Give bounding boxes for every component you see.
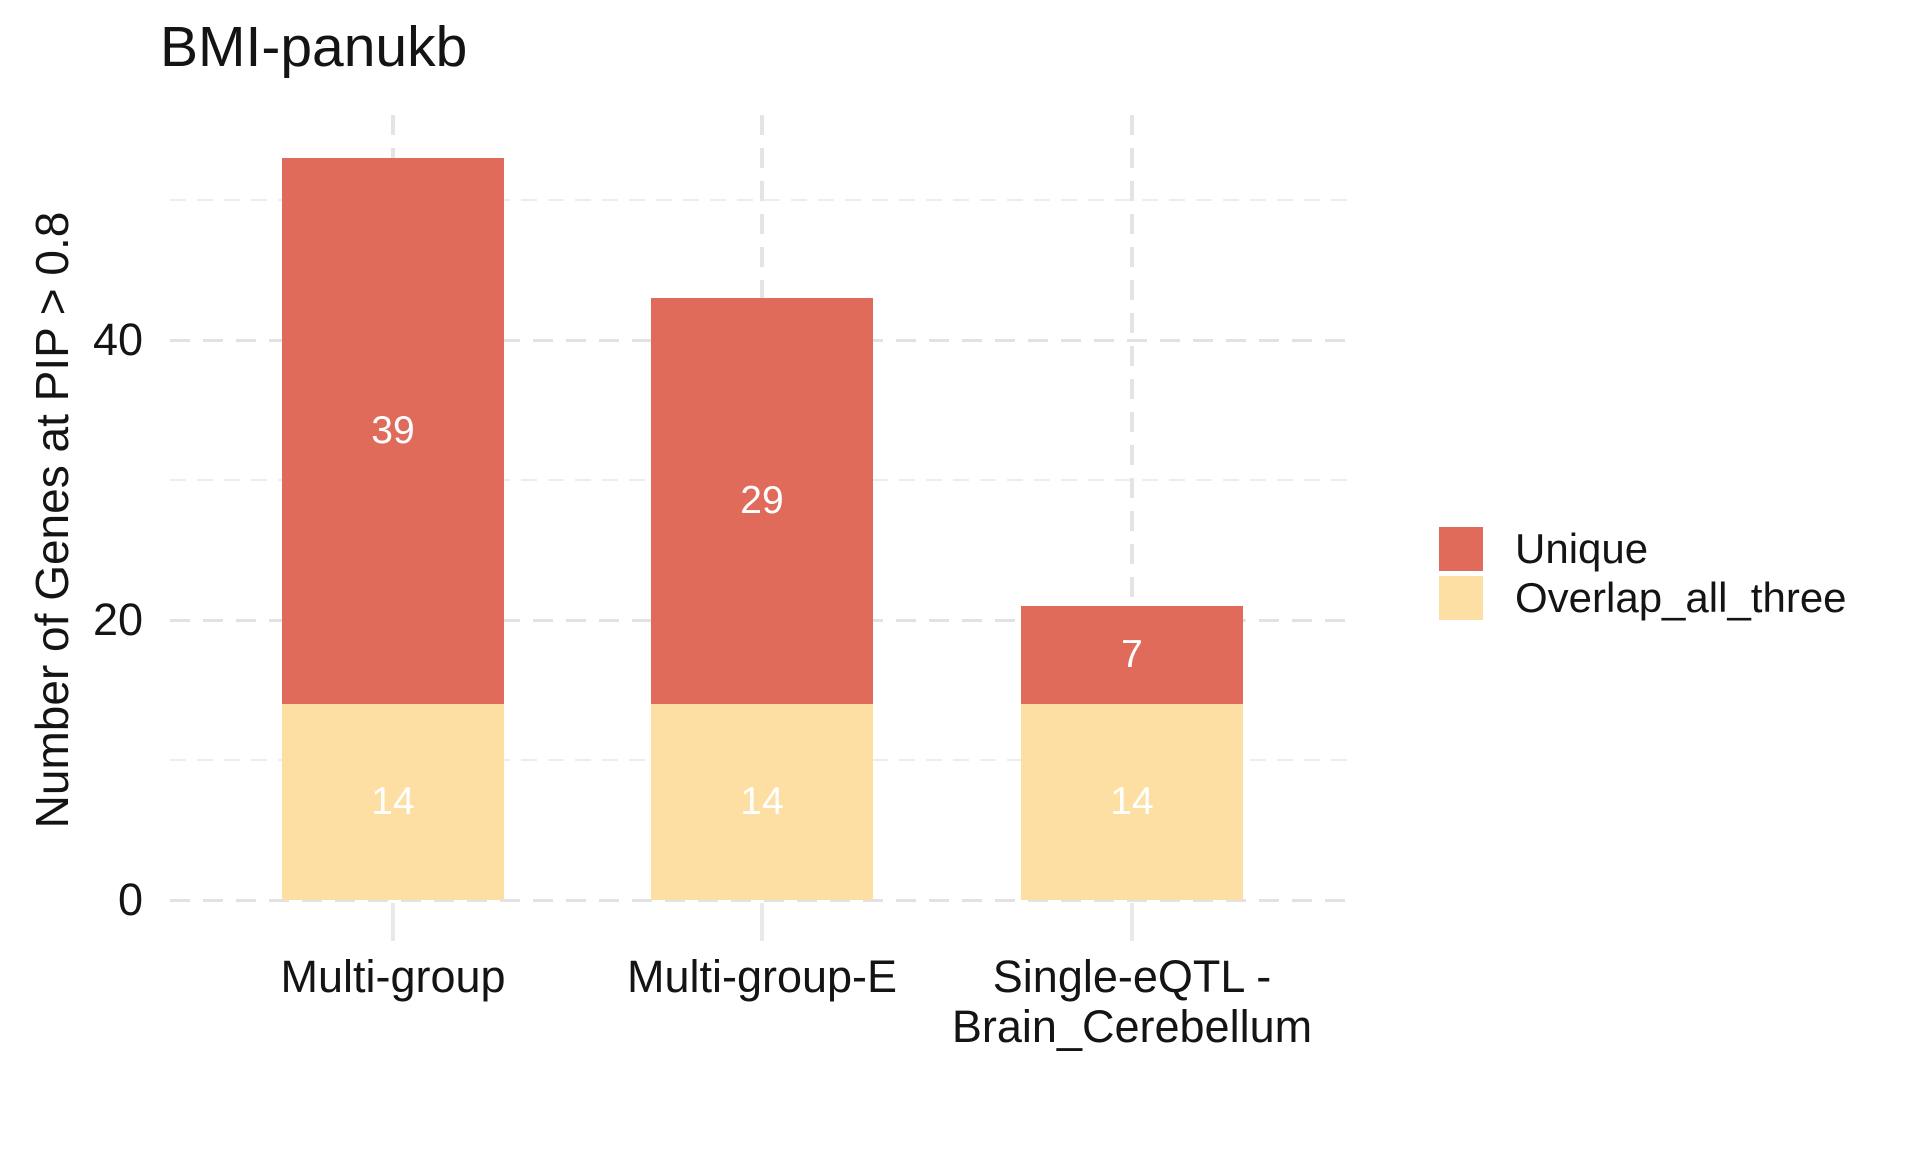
legend-swatch-overlap-all-three bbox=[1439, 576, 1483, 620]
gridline-x-single-eqtl-brain-cerebellum bbox=[1130, 115, 1134, 900]
bar-value-label: 7 bbox=[1121, 633, 1143, 676]
gridline-y-major-0 bbox=[170, 899, 1355, 902]
chart-title: BMI-panukb bbox=[160, 15, 468, 79]
bar-value-label: 14 bbox=[371, 780, 415, 823]
x-axis-label-multi-group: Multi-group bbox=[280, 951, 506, 1002]
legend-label: Unique bbox=[1515, 525, 1649, 572]
y-tick-label-0: 0 bbox=[117, 874, 143, 925]
legend-label: Overlap_all_three bbox=[1515, 574, 1847, 621]
legend: Unique Overlap_all_three bbox=[1439, 527, 1847, 625]
x-tick-multi-group-e bbox=[760, 903, 764, 941]
bar-segment-unique: 7 bbox=[1021, 606, 1243, 704]
bar-value-label: 14 bbox=[740, 780, 784, 823]
bar-value-label: 14 bbox=[1110, 780, 1154, 823]
plot-panel: 14 39 14 29 14 7 bbox=[170, 115, 1355, 902]
y-axis-title: Number of Genes at PIP > 0.8 bbox=[26, 211, 78, 829]
y-tick-label-40: 40 bbox=[92, 314, 143, 365]
y-tick-label-20: 20 bbox=[92, 594, 143, 645]
x-tick-single-eqtl-brain-cerebellum bbox=[1130, 903, 1134, 941]
x-axis-label-single-eqtl-brain-cerebellum: Single-eQTL - Brain_Cerebellum bbox=[951, 951, 1313, 1052]
bar-value-label: 29 bbox=[740, 479, 784, 522]
legend-item-overlap-all-three: Overlap_all_three bbox=[1439, 576, 1847, 620]
legend-swatch-unique bbox=[1439, 527, 1483, 571]
x-tick-multi-group bbox=[391, 903, 395, 941]
bar-segment-unique: 39 bbox=[282, 158, 504, 704]
bar-segment-overlap-all-three: 14 bbox=[651, 704, 873, 900]
x-axis-label-multi-group-e: Multi-group-E bbox=[626, 951, 898, 1002]
bar-segment-overlap-all-three: 14 bbox=[282, 704, 504, 900]
bar-segment-overlap-all-three: 14 bbox=[1021, 704, 1243, 900]
bar-segment-unique: 29 bbox=[651, 298, 873, 704]
bar-value-label: 39 bbox=[371, 409, 415, 452]
legend-item-unique: Unique bbox=[1439, 527, 1847, 571]
